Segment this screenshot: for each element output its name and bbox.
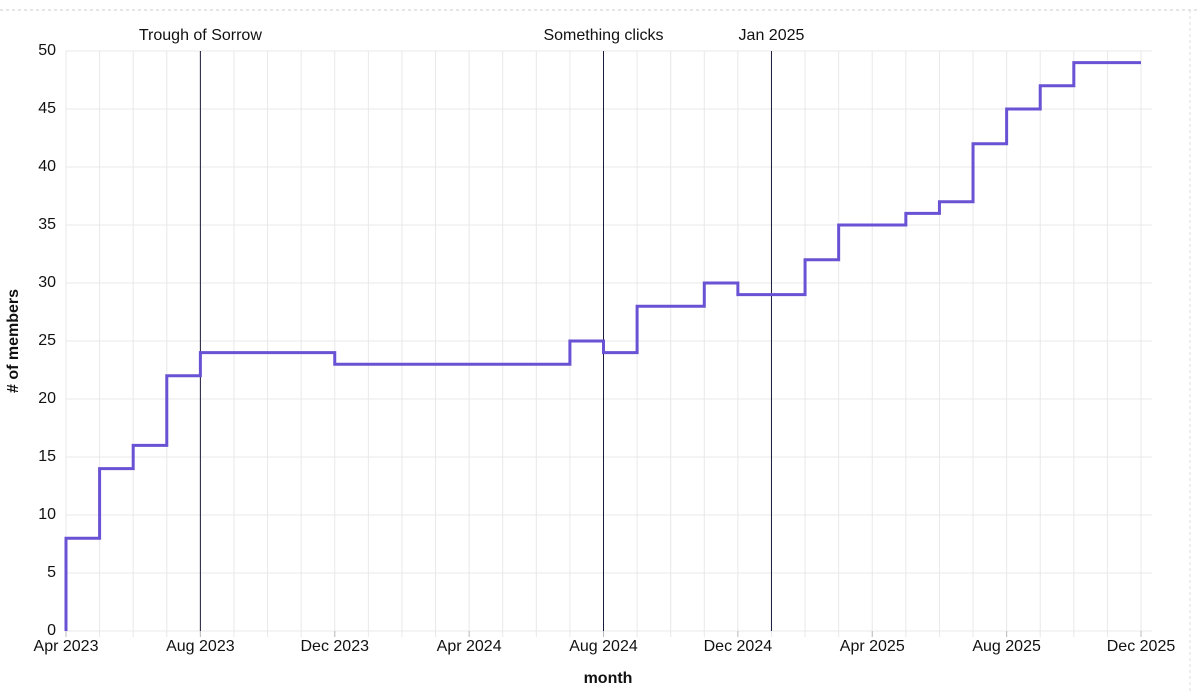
y-tick-label: 5 xyxy=(47,564,56,581)
y-tick-label: 30 xyxy=(38,274,56,291)
y-tick-label: 20 xyxy=(38,390,56,407)
y-tick-label: 40 xyxy=(38,158,56,175)
annotation-label: Trough of Sorrow xyxy=(139,27,262,44)
x-tick-label: Apr 2023 xyxy=(34,638,99,655)
y-tick-label: 10 xyxy=(38,506,56,523)
x-tick-label: Aug 2024 xyxy=(569,638,638,655)
x-tick-label: Aug 2025 xyxy=(972,638,1041,655)
y-tick-label: 25 xyxy=(38,332,56,349)
x-tick-label: Dec 2025 xyxy=(1107,638,1176,655)
y-tick-label: 15 xyxy=(38,448,56,465)
y-tick-label: 35 xyxy=(38,216,56,233)
x-axis-title: month xyxy=(584,670,633,687)
x-tick-label: Dec 2023 xyxy=(301,638,370,655)
x-tick-label: Dec 2024 xyxy=(704,638,773,655)
y-axis-title: # of members xyxy=(5,289,22,393)
x-tick-label: Aug 2023 xyxy=(166,638,235,655)
annotation-label: Something clicks xyxy=(543,27,663,44)
data-line xyxy=(64,61,1141,631)
annotation-label: Jan 2025 xyxy=(739,27,805,44)
x-tick-label: Apr 2025 xyxy=(840,638,905,655)
y-tick-label: 50 xyxy=(38,42,56,59)
y-tick-label: 0 xyxy=(47,622,56,639)
x-tick-label: Apr 2024 xyxy=(437,638,502,655)
y-tick-label: 45 xyxy=(38,100,56,117)
